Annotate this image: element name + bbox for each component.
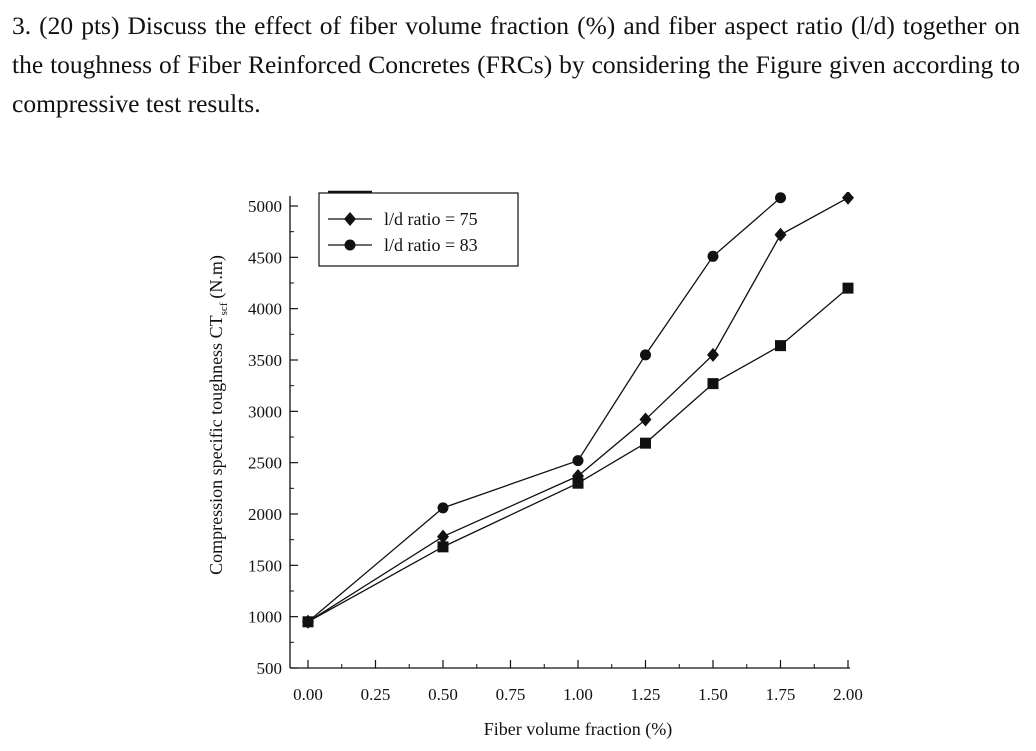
- legend: l/d ratio = 75 l/d ratio = 83: [318, 190, 519, 267]
- x-tick-label: 1.00: [563, 685, 593, 704]
- y-axis-title-sub: scf: [218, 302, 230, 315]
- data-point-square: [842, 282, 854, 294]
- data-point-diamond: [437, 529, 449, 544]
- x-tick-label: 0.75: [496, 685, 526, 704]
- data-point-square: [437, 541, 449, 553]
- x-axis-title: Fiber volume fraction (%): [484, 719, 672, 740]
- legend-label: l/d ratio = 83: [384, 235, 478, 255]
- y-tick-label: 5000: [248, 197, 282, 216]
- y-tick-label: 4000: [248, 300, 282, 319]
- y-tick-label: 2000: [248, 505, 282, 524]
- data-point-circle: [640, 349, 651, 361]
- y-tick-label: 2500: [248, 454, 282, 473]
- legend-box: [318, 192, 519, 267]
- y-tick-label: 4500: [248, 248, 282, 267]
- data-point-diamond: [774, 227, 787, 242]
- x-tick-label: 1.50: [698, 685, 728, 704]
- y-axis-title-main: Compression specific toughness CT: [206, 315, 226, 574]
- data-point-square: [572, 477, 584, 489]
- x-tick-label: 0.25: [361, 685, 391, 704]
- data-point-circle: [572, 455, 584, 467]
- data-point-square: [707, 378, 719, 390]
- y-tick-label: 3000: [248, 402, 282, 421]
- legend-marker-circle: [344, 239, 356, 251]
- y-tick-label: 500: [257, 659, 283, 678]
- series-circle: [302, 192, 786, 628]
- data-point-circle: [437, 502, 449, 514]
- axes: 500 1000 1500 2000 2500 3000 3500 4000 4500 5000 0…: [248, 196, 863, 704]
- y-axis-title-unit: (N.m): [206, 255, 227, 299]
- series-line: [307, 197, 781, 623]
- x-tick-label: 0.00: [293, 685, 323, 704]
- data-point-diamond: [842, 192, 854, 205]
- data-point-diamond: [639, 412, 652, 427]
- legend-entry: l/d ratio = 75: [328, 209, 478, 229]
- y-tick-label: 3500: [248, 351, 282, 370]
- data-point-circle: [707, 250, 719, 262]
- y-tick-label: 1500: [248, 556, 282, 575]
- data-point-circle: [302, 616, 314, 628]
- question-text: 3. (20 pts) Discuss the effect of fiber …: [12, 11, 1020, 118]
- y-axis-title: Compression specific toughness CTscf (N.m…: [206, 255, 230, 575]
- data-point-diamond: [707, 347, 719, 362]
- data-point-square: [640, 437, 651, 449]
- series-line: [307, 287, 849, 623]
- y-tick-label: 1000: [248, 608, 282, 627]
- legend-entry: l/d ratio = 83: [328, 235, 478, 255]
- x-tick-label: 1.75: [766, 685, 796, 704]
- x-tick-label: 0.50: [428, 685, 458, 704]
- x-tick-label: 2.00: [833, 685, 863, 704]
- data-point-diamond: [572, 469, 584, 484]
- series-layer: [302, 192, 854, 629]
- data-point-circle: [775, 192, 786, 204]
- legend-label: l/d ratio = 75: [384, 209, 478, 229]
- series-square: [302, 282, 854, 628]
- x-tick-label: 1.25: [631, 685, 661, 704]
- legend-marker-diamond: [344, 212, 356, 226]
- data-point-square: [775, 340, 786, 352]
